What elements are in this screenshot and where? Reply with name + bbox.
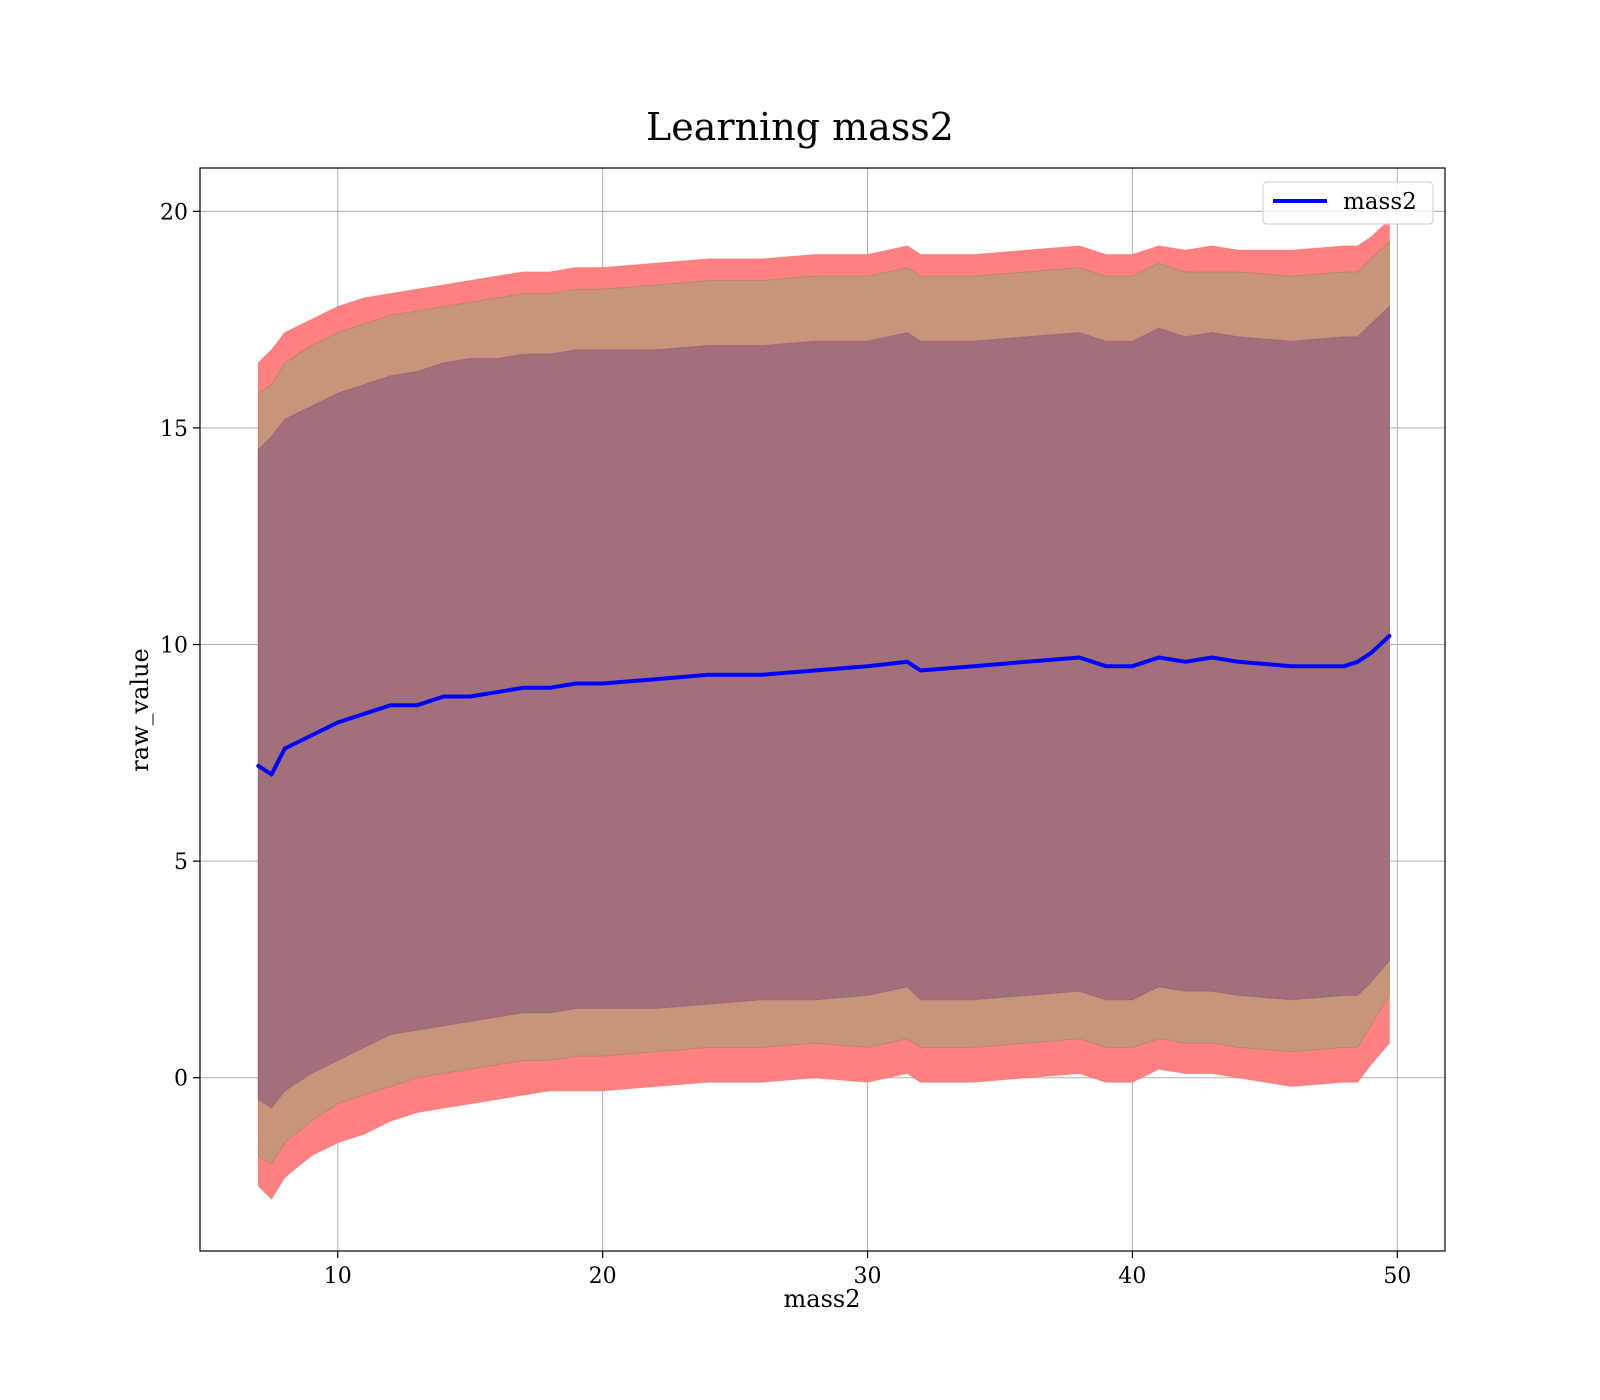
legend-box <box>1262 181 1434 225</box>
uncertainty-bands <box>257 218 1390 1200</box>
y-tick-label-15: 15 <box>160 417 188 442</box>
y-tick-label-20: 20 <box>160 200 188 225</box>
series-lines <box>256 633 1392 777</box>
chart-title: Learning mass2 <box>646 105 954 149</box>
y-tick-label-10: 10 <box>160 634 188 659</box>
x-tick-label-50: 50 <box>1383 1264 1411 1289</box>
x-tick-label-30: 30 <box>854 1264 882 1289</box>
x-tick-label-10: 10 <box>324 1264 352 1289</box>
y-tick-label-5: 5 <box>174 850 188 875</box>
y-tick-label-0: 0 <box>174 1067 188 1092</box>
legend: mass2 <box>1262 181 1434 225</box>
legend-label-mass2: mass2 <box>1343 189 1417 215</box>
x-tick-label-40: 40 <box>1118 1264 1146 1289</box>
band-inner <box>257 305 1390 1109</box>
x-axis-label: mass2 <box>784 1285 861 1313</box>
x-axis-ticks: 10 20 30 40 50 <box>324 1251 1411 1289</box>
y-axis-ticks: 0 5 10 15 20 <box>160 200 200 1092</box>
y-axis-label: raw_value <box>126 648 154 772</box>
series-line-mass2 <box>256 633 1392 777</box>
x-tick-label-20: 20 <box>589 1264 617 1289</box>
plot-frame <box>199 167 1446 1252</box>
